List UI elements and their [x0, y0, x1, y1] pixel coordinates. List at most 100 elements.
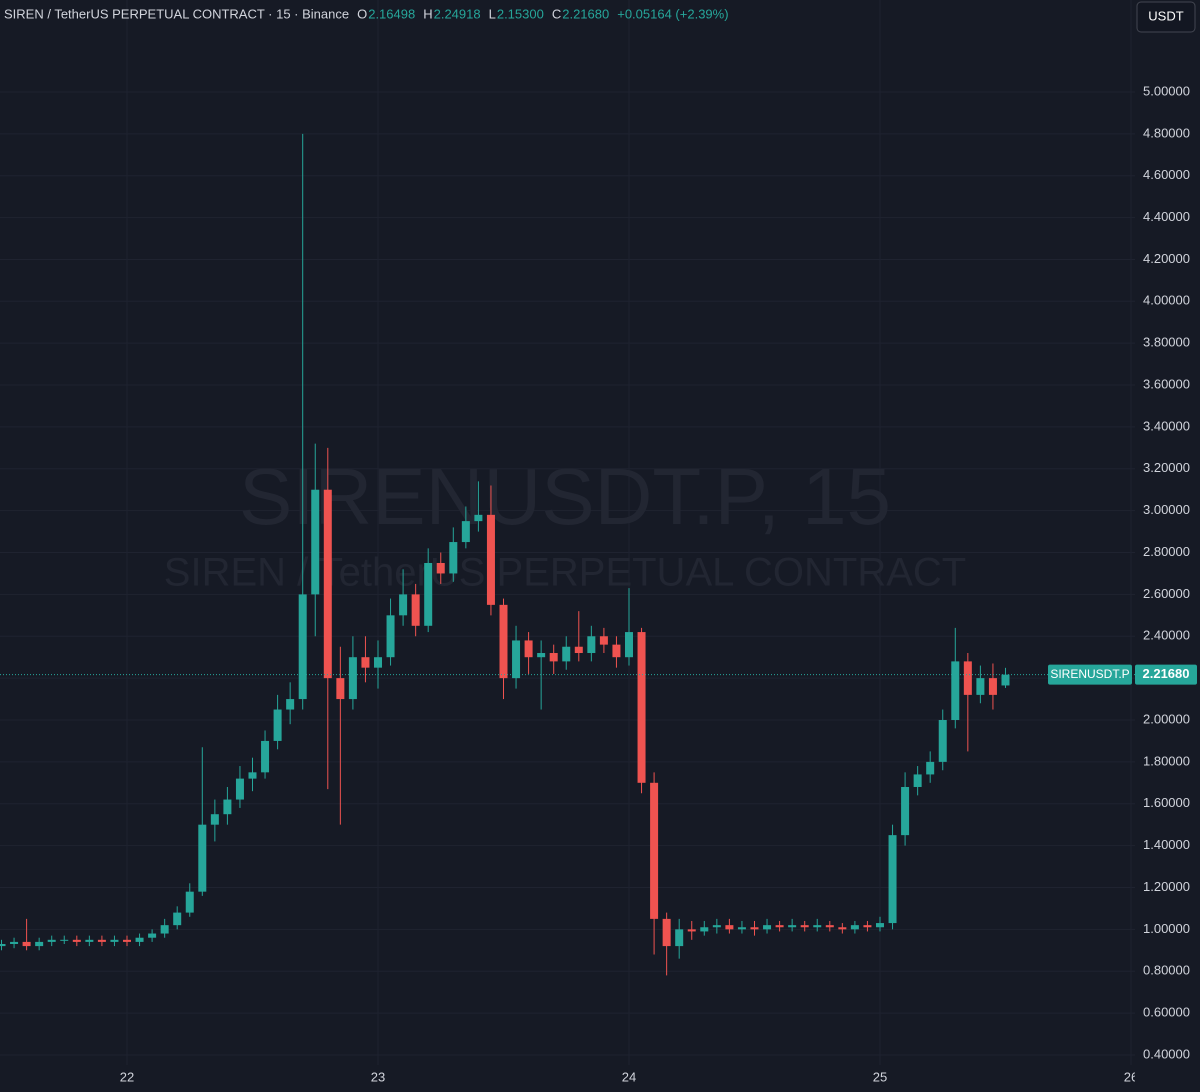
candle-body	[135, 937, 144, 942]
candle-body	[248, 772, 257, 779]
candle-body	[875, 923, 884, 928]
candle-body	[788, 925, 797, 928]
ohlc-value: 2.15300	[497, 6, 544, 21]
candle-body	[424, 562, 433, 626]
candle-body	[838, 927, 847, 930]
y-tick-label: 2.40000	[1143, 628, 1190, 643]
candle-body	[47, 939, 56, 942]
y-tick-label: 3.20000	[1143, 460, 1190, 475]
candle-body	[963, 661, 972, 695]
candle-body	[901, 786, 910, 836]
candle-body	[286, 699, 295, 710]
candle-body	[700, 927, 709, 932]
y-tick-label: 2.00000	[1143, 711, 1190, 726]
candle-body	[687, 929, 696, 932]
candle-body	[863, 925, 872, 928]
y-tick-label: 1.00000	[1143, 921, 1190, 936]
y-tick-label: 1.80000	[1143, 753, 1190, 768]
y-tick-label: 1.40000	[1143, 837, 1190, 852]
candle-body	[261, 740, 270, 773]
x-tick-label: 24	[622, 1069, 636, 1084]
candles	[0, 133, 1010, 976]
y-tick-label: 0.80000	[1143, 963, 1190, 978]
candle-body	[512, 640, 521, 679]
candle-body	[1001, 674, 1010, 686]
candle-body	[537, 653, 546, 658]
candle-body	[763, 925, 772, 930]
candle-body	[210, 814, 219, 825]
x-tick-label: 23	[371, 1069, 385, 1084]
candle-body	[85, 939, 94, 942]
ohlc-value: 2.24918	[434, 6, 481, 21]
candle-body	[562, 646, 571, 662]
candle-body	[725, 925, 734, 930]
y-tick-label: 1.20000	[1143, 879, 1190, 894]
price-tag: 2.21680	[1143, 666, 1190, 681]
axes: 22 23 24 25 26 0.40000 0.60000 0.80000 1.00000 1.…	[0, 36, 1200, 1092]
candle-body	[850, 925, 859, 930]
y-tick-label: 4.20000	[1143, 251, 1190, 266]
y-tick-label: 5.00000	[1143, 83, 1190, 98]
currency-label: USDT	[1148, 8, 1183, 23]
candle-body	[348, 657, 357, 700]
candle-body	[938, 720, 947, 762]
symbol-tag: SIRENUSDT.P	[1050, 667, 1129, 681]
ohlc-label: O	[357, 6, 367, 21]
y-tick-label: 4.60000	[1143, 167, 1190, 182]
y-tick-label: 0.40000	[1143, 1046, 1190, 1061]
candle-body	[97, 939, 106, 942]
candle-body	[926, 761, 935, 775]
grid	[0, 0, 1135, 1065]
candle-body	[988, 678, 997, 695]
candle-body	[386, 615, 395, 658]
symbol-tag-bg	[1048, 664, 1132, 685]
currency-button[interactable]	[1136, 1, 1196, 33]
candle-body	[123, 939, 132, 942]
candle-body	[198, 824, 207, 892]
candle-body	[775, 925, 784, 928]
candle-body	[173, 912, 182, 926]
candle-body	[148, 933, 157, 938]
candle-body	[411, 594, 420, 626]
candle-body	[60, 939, 69, 941]
ohlc-label: L	[489, 6, 496, 21]
candle-body	[976, 678, 985, 695]
candle-body	[323, 489, 332, 679]
candle-body	[336, 678, 345, 700]
ohlc-value: 2.21680	[562, 6, 609, 21]
y-tick-label: 3.40000	[1143, 418, 1190, 433]
candle-body	[825, 925, 834, 928]
candle-body	[913, 774, 922, 787]
candle-body	[399, 594, 408, 616]
candle-body	[800, 925, 809, 928]
candle-body	[750, 927, 759, 930]
candle-body	[298, 594, 307, 700]
candle-body	[624, 632, 633, 658]
y-tick-label: 4.00000	[1143, 293, 1190, 308]
header: SIREN / TetherUS PERPETUAL CONTRACT · 15…	[4, 6, 729, 21]
watermark-subtitle: SIREN / TetherUS PERPETUAL CONTRACT	[164, 551, 966, 595]
candle-body	[587, 636, 596, 654]
candle-body	[0, 943, 6, 947]
candle-body	[185, 891, 194, 913]
candle-body	[612, 644, 621, 658]
y-tick-label: 1.60000	[1143, 795, 1190, 810]
price-change: +0.05164 (+2.39%)	[617, 6, 728, 21]
candle-body	[373, 657, 382, 668]
candle-body	[662, 918, 671, 947]
candle-body	[461, 521, 470, 543]
candle-body	[10, 941, 19, 944]
candle-body	[160, 925, 169, 934]
candle-body	[888, 835, 897, 924]
candle-body	[737, 927, 746, 930]
candle-body	[22, 941, 31, 947]
candle-body	[273, 709, 282, 741]
x-tick-label: 25	[873, 1069, 887, 1084]
price-tag-bg	[1135, 664, 1197, 685]
x-tick-label: 22	[120, 1069, 134, 1084]
y-tick-label: 3.60000	[1143, 376, 1190, 391]
candle-body	[436, 562, 445, 574]
y-tick-label: 4.80000	[1143, 125, 1190, 140]
